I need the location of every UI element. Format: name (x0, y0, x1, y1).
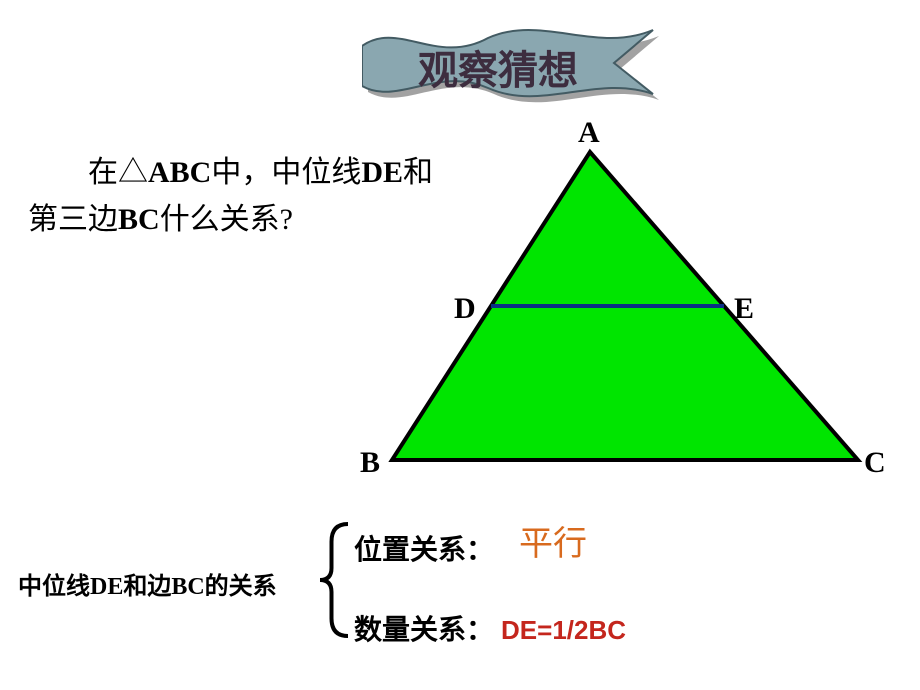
banner-title-text: 观察猜想 (418, 38, 578, 96)
vertex-label-b: B (360, 446, 380, 479)
position-answer: 平行 (519, 526, 587, 563)
title-banner: 观察猜想 (362, 10, 662, 110)
triangle-figure: ABCDE (360, 120, 920, 500)
vertex-label-d: D (454, 292, 476, 325)
triangle-svg: ABCDE (360, 120, 920, 500)
vertex-label-e: E (734, 292, 754, 325)
vertex-label-a: A (578, 116, 600, 149)
relation-lhs: 中位线DE和边BC的关系 (18, 566, 277, 601)
relation-line-quantity: 数量关系： DE=1/2BC (354, 608, 626, 648)
vertex-label-c: C (864, 446, 886, 479)
brace-svg (318, 520, 348, 640)
quantity-answer: DE=1/2BC (501, 615, 626, 645)
relation-block: 中位线DE和边BC的关系 位置关系： 平行 数量关系： DE=1/2BC (0, 520, 920, 660)
position-label: 位置关系： (354, 535, 494, 566)
quantity-label: 数量关系： (354, 615, 494, 646)
slide-stage: 观察猜想 在△ABC中，中位线DE和第三边BC什么关系? ABCDE 中位线DE… (0, 0, 920, 690)
relation-line-position: 位置关系： 平行 (354, 520, 587, 569)
